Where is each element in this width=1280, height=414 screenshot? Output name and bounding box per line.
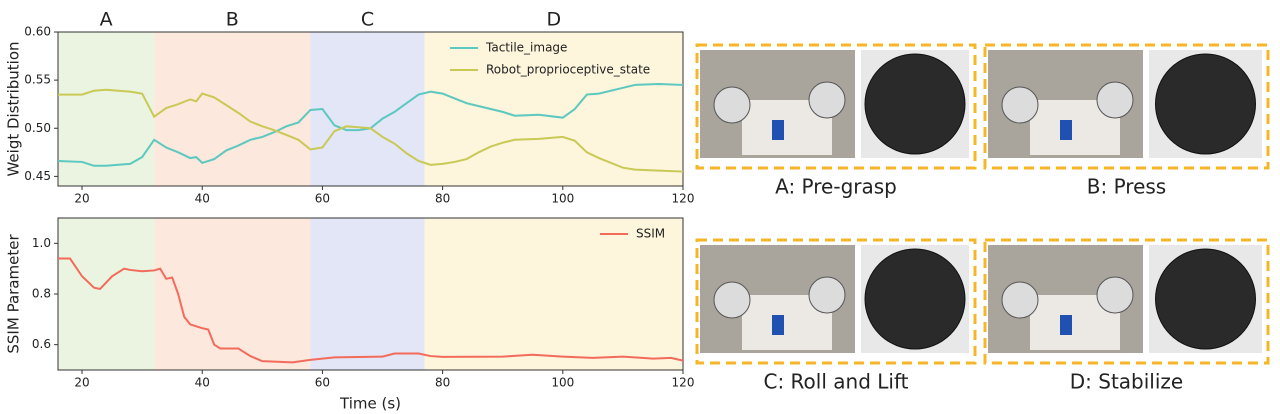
object bbox=[772, 315, 784, 335]
x-tick-label: 20 bbox=[74, 376, 89, 390]
data-line bbox=[57, 82, 684, 167]
phase-label: C bbox=[361, 9, 374, 31]
y-axis-label: Weigt Distribution bbox=[5, 41, 23, 176]
phase-band bbox=[310, 32, 425, 186]
x-tick-label: 20 bbox=[74, 192, 89, 206]
panel-border bbox=[983, 43, 1270, 170]
data-line bbox=[58, 88, 684, 173]
tactile-image bbox=[1155, 53, 1256, 155]
gripper-left bbox=[713, 86, 751, 124]
tactile-image bbox=[1155, 248, 1256, 350]
panel-caption: A: Pre-grasp bbox=[775, 175, 897, 199]
gripper-left bbox=[1001, 281, 1039, 319]
phase-band bbox=[424, 32, 683, 186]
tactile-image bbox=[864, 248, 966, 350]
gripper-right bbox=[1096, 81, 1134, 119]
x-tick-label: 100 bbox=[551, 376, 574, 390]
object bbox=[772, 120, 784, 140]
photo-panel bbox=[983, 238, 1270, 365]
x-tick-label: 120 bbox=[672, 376, 695, 390]
phase-label: D bbox=[546, 9, 561, 31]
x-tick-label: 60 bbox=[315, 376, 330, 390]
panel-caption: B: Press bbox=[1087, 175, 1166, 199]
x-tick-label: 120 bbox=[672, 192, 695, 206]
y-tick-label: 0.6 bbox=[32, 337, 51, 351]
y-axis-label: SSIM Parameter bbox=[5, 234, 23, 354]
gripper-left bbox=[713, 281, 751, 319]
x-tick-label: 40 bbox=[195, 376, 210, 390]
gripper-right bbox=[808, 276, 846, 314]
gripper-right bbox=[1096, 276, 1134, 314]
phase-band bbox=[58, 218, 155, 370]
photo-panel bbox=[695, 43, 977, 170]
y-tick-label: 0.55 bbox=[24, 73, 51, 87]
phase-band bbox=[58, 32, 155, 186]
panel-border bbox=[695, 238, 977, 365]
x-tick-label: 80 bbox=[435, 376, 450, 390]
photo-panel bbox=[983, 43, 1270, 170]
legend-label: SSIM bbox=[636, 227, 665, 241]
tactile-image bbox=[864, 53, 966, 155]
phase-band bbox=[424, 218, 683, 370]
x-tick-label: 40 bbox=[195, 192, 210, 206]
y-tick-label: 0.45 bbox=[24, 169, 51, 183]
object bbox=[1060, 120, 1072, 140]
phase-band bbox=[154, 218, 311, 370]
x-tick-label: 80 bbox=[435, 192, 450, 206]
legend-label: Robot_proprioceptive_state bbox=[486, 63, 650, 77]
x-tick-label: 60 bbox=[315, 192, 330, 206]
phase-label: B bbox=[226, 9, 239, 31]
x-tick-label: 100 bbox=[551, 192, 574, 206]
panel-border bbox=[695, 43, 977, 170]
object bbox=[1060, 315, 1072, 335]
panel-border bbox=[983, 238, 1270, 365]
legend-label: Tactile_image bbox=[485, 41, 567, 55]
y-tick-label: 0.8 bbox=[32, 287, 51, 301]
y-tick-label: 0.60 bbox=[24, 25, 51, 39]
y-tick-label: 0.50 bbox=[24, 121, 51, 135]
x-axis-label: Time (s) bbox=[339, 395, 401, 413]
gripper-right bbox=[808, 81, 846, 119]
gripper-left bbox=[1001, 86, 1039, 124]
panel-caption: D: Stabilize bbox=[1070, 370, 1183, 394]
axes-frame bbox=[57, 31, 684, 187]
panel-caption: C: Roll and Lift bbox=[764, 370, 909, 394]
data-line bbox=[58, 257, 684, 364]
phase-label: A bbox=[100, 9, 113, 31]
phase-band bbox=[310, 218, 425, 370]
photo-panel bbox=[695, 238, 977, 365]
y-tick-label: 1.0 bbox=[32, 236, 51, 250]
